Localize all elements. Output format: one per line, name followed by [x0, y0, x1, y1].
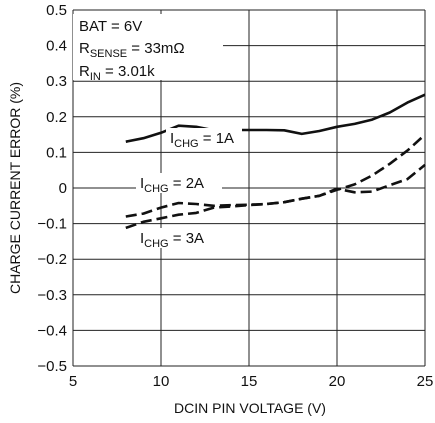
- x-tick-label-0: 5: [69, 373, 77, 390]
- y-tick-label-7: −0.2: [37, 251, 67, 268]
- y-tick-label-8: −0.3: [37, 287, 67, 304]
- tick-labels: 5 10 15 20 25 0.5 0.4 0.3 0.2 0.1 0 −0.1 −0.2 −0.3 −0.…: [37, 2, 433, 390]
- condition-bat: BAT = 6V: [79, 18, 142, 35]
- series-label-1a-bg: [166, 128, 242, 148]
- series-lines: [125, 93, 426, 230]
- grid: [72, 9, 426, 367]
- series-label-1a: ICHG = 1A: [170, 130, 234, 150]
- series-label-2a-bg: [136, 173, 222, 193]
- conditions-background: [73, 14, 223, 80]
- y-tick-label-2: 0.3: [46, 73, 67, 90]
- series-line-3: [125, 163, 426, 230]
- y-tick-label-10: −0.5: [37, 358, 67, 375]
- y-tick-label-5: 0: [59, 180, 67, 197]
- x-tick-label-2: 15: [241, 373, 258, 390]
- y-tick-label-0: 0.5: [46, 2, 67, 19]
- y-tick-label-3: 0.2: [46, 109, 67, 126]
- y-tick-label-6: −0.1: [37, 216, 67, 233]
- x-tick-label-4: 25: [417, 373, 434, 390]
- series-label-3a: ICHG = 3A: [140, 230, 204, 250]
- series-label-2a: ICHG = 2A: [140, 175, 204, 195]
- y-tick-label-9: −0.4: [37, 322, 67, 339]
- condition-rsense: RSENSE = 33mΩ: [79, 40, 185, 60]
- series-label-3a-bg: [136, 228, 222, 248]
- x-tick-label-1: 10: [153, 373, 170, 390]
- y-tick-label-4: 0.1: [46, 144, 67, 161]
- x-axis-title: DCIN PIN VOLTAGE (V): [174, 400, 326, 416]
- condition-rin: RIN = 3.01k: [79, 63, 155, 83]
- x-tick-label-3: 20: [329, 373, 346, 390]
- series-line-1: [125, 93, 426, 143]
- y-tick-label-1: 0.4: [46, 38, 67, 55]
- y-axis-title: CHARGE CURRENT ERROR (%): [7, 82, 23, 294]
